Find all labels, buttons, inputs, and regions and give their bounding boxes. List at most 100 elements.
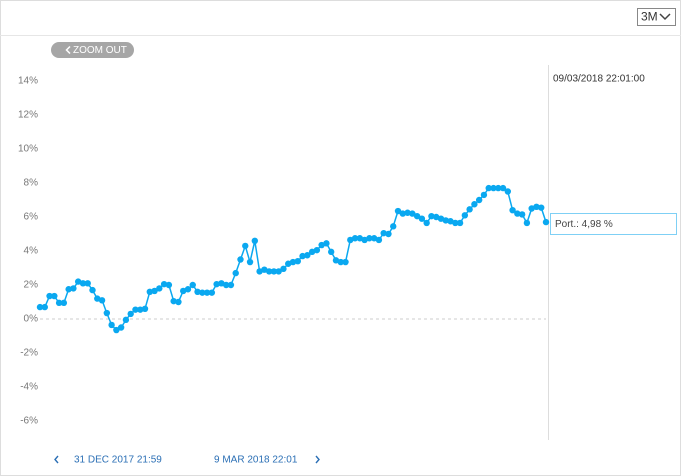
point xyxy=(208,289,216,296)
point xyxy=(89,286,96,294)
point xyxy=(313,246,321,254)
point xyxy=(394,207,402,215)
point xyxy=(98,297,106,304)
y-tick-label: 4% xyxy=(24,246,39,257)
point xyxy=(246,258,254,266)
dropdown-icon xyxy=(659,13,671,21)
point xyxy=(242,242,249,250)
zoom-out-label[interactable]: ZOOM OUT xyxy=(73,45,127,56)
point xyxy=(423,219,430,227)
y-tick-label: -4% xyxy=(20,382,38,393)
point xyxy=(366,235,373,242)
point xyxy=(471,201,478,208)
point xyxy=(213,280,220,288)
nav-prev[interactable] xyxy=(54,455,59,464)
point xyxy=(165,281,173,289)
point xyxy=(533,203,540,210)
point xyxy=(199,289,206,296)
zoom-chevron xyxy=(65,45,71,55)
point xyxy=(108,321,115,329)
point xyxy=(84,280,91,287)
point xyxy=(542,218,550,226)
nav-start: 31 DEC 2017 21:59 xyxy=(74,455,162,466)
point xyxy=(270,268,278,275)
y-tick-label: 14% xyxy=(18,76,38,87)
point xyxy=(385,230,392,238)
point xyxy=(466,206,473,213)
range-box[interactable] xyxy=(637,8,676,26)
point xyxy=(404,209,411,216)
point xyxy=(442,217,449,224)
point xyxy=(380,229,387,237)
point xyxy=(127,310,134,318)
point xyxy=(323,240,330,247)
point xyxy=(409,210,416,217)
y-tick-label: 10% xyxy=(18,144,38,155)
zoom-out-button[interactable]: ZOOM OUT xyxy=(51,42,134,58)
point xyxy=(523,219,531,227)
point xyxy=(189,281,196,289)
point xyxy=(117,324,125,331)
point xyxy=(41,303,48,311)
point xyxy=(461,212,469,219)
y-tick-label: 0% xyxy=(24,314,39,325)
tooltip-box xyxy=(550,213,677,235)
point xyxy=(514,210,521,217)
point xyxy=(227,281,235,289)
point xyxy=(390,223,397,230)
point xyxy=(518,211,526,218)
point xyxy=(490,184,497,192)
point xyxy=(289,258,297,266)
point xyxy=(428,212,435,220)
point xyxy=(146,288,153,295)
point xyxy=(60,299,68,307)
point xyxy=(327,248,335,256)
point xyxy=(485,184,492,192)
point xyxy=(232,269,239,277)
point xyxy=(141,305,149,312)
point xyxy=(132,306,139,313)
point xyxy=(194,288,201,295)
point xyxy=(299,252,306,260)
point xyxy=(337,258,344,266)
point xyxy=(46,292,53,300)
point xyxy=(203,289,211,296)
y-tick-label: -6% xyxy=(20,416,38,427)
point xyxy=(280,265,287,273)
point xyxy=(475,196,483,204)
point xyxy=(413,212,421,220)
range-label[interactable]: 3M xyxy=(641,10,658,24)
point xyxy=(304,252,311,259)
point xyxy=(156,285,163,292)
point xyxy=(113,326,120,334)
point xyxy=(275,268,282,275)
nav-next[interactable] xyxy=(315,455,320,464)
point xyxy=(418,215,426,222)
point xyxy=(222,281,230,289)
point xyxy=(480,191,488,199)
point xyxy=(351,235,359,242)
y-tick-label: 2% xyxy=(24,280,39,291)
point xyxy=(122,316,130,324)
point xyxy=(51,292,58,300)
nav-end: 9 MAR 2018 22:01 xyxy=(214,455,298,466)
y-tick-label: 8% xyxy=(24,178,39,189)
point xyxy=(452,219,459,227)
point xyxy=(137,306,144,313)
range-select[interactable]: 3M xyxy=(637,8,676,26)
point xyxy=(151,287,158,295)
point xyxy=(251,237,259,244)
point xyxy=(499,184,507,192)
point xyxy=(342,258,349,266)
point xyxy=(103,309,111,317)
zoom-out-bg[interactable] xyxy=(51,42,134,58)
tooltip-value: Port.: 4,98 % xyxy=(555,219,613,230)
point xyxy=(79,280,87,287)
point xyxy=(36,303,44,311)
point xyxy=(65,286,72,293)
point xyxy=(294,258,301,265)
point xyxy=(170,297,177,305)
